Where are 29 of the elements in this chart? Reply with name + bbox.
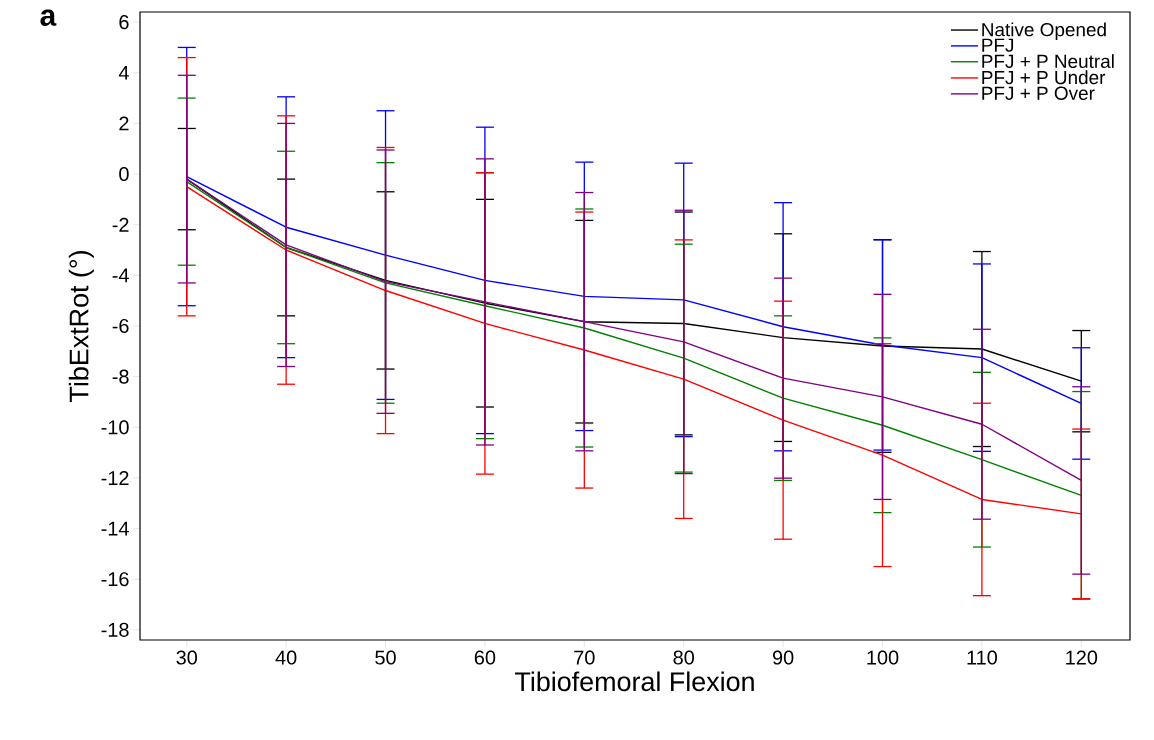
y-tick-label: 6: [119, 15, 129, 30]
y-tick-label: 4: [118, 65, 129, 80]
y-tick-label: -6: [112, 318, 129, 334]
y-axis-title: TibExtRot (°): [68, 251, 94, 402]
legend-label: PFJ + P Under: [982, 70, 1106, 85]
y-tick-label: -4: [112, 268, 129, 283]
x-tick-label: 70: [574, 650, 595, 665]
legend-label: PFJ + P Neutral: [982, 54, 1114, 69]
y-tick-label: -16: [101, 572, 129, 587]
x-tick-label: 90: [772, 650, 794, 665]
y-tick-label: -10: [101, 420, 129, 435]
x-tick-label: 40: [275, 650, 297, 665]
y-tick-label: 0: [119, 167, 129, 182]
y-tick-label: -2: [112, 217, 129, 232]
x-tick-label: 50: [375, 650, 396, 665]
y-tick-label: -12: [101, 470, 129, 485]
y-tick-label: 2: [119, 116, 129, 131]
y-tick-label: -18: [101, 622, 129, 637]
x-tick-label: 30: [176, 650, 198, 665]
y-tick-label: -8: [112, 369, 129, 384]
chart-title: a: [40, 9, 57, 26]
x-tick-label: 120: [1066, 650, 1098, 665]
x-tick-label: 80: [673, 650, 695, 665]
legend-label: PFJ + P Over: [982, 86, 1095, 100]
x-axis-title: Tibiofemoral Flexion: [515, 671, 754, 692]
y-tick-label: -14: [101, 521, 129, 536]
x-tick-label: 100: [867, 650, 899, 665]
x-tick-label: 110: [967, 650, 997, 665]
x-tick-label: 60: [474, 650, 496, 665]
